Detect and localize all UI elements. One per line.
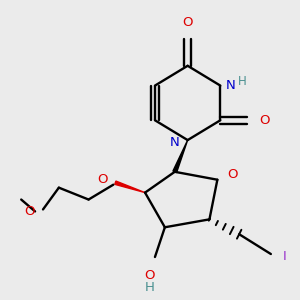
Text: O: O bbox=[97, 173, 107, 186]
Text: H: H bbox=[145, 281, 155, 294]
Text: N: N bbox=[225, 79, 235, 92]
Text: N: N bbox=[170, 136, 180, 148]
Polygon shape bbox=[173, 140, 188, 172]
Text: I: I bbox=[283, 250, 286, 262]
Text: O: O bbox=[259, 114, 269, 127]
Text: O: O bbox=[182, 16, 193, 29]
Text: O: O bbox=[145, 269, 155, 282]
Text: O: O bbox=[227, 168, 238, 181]
Text: H: H bbox=[238, 75, 247, 88]
Text: O: O bbox=[25, 205, 35, 218]
Polygon shape bbox=[115, 181, 145, 193]
